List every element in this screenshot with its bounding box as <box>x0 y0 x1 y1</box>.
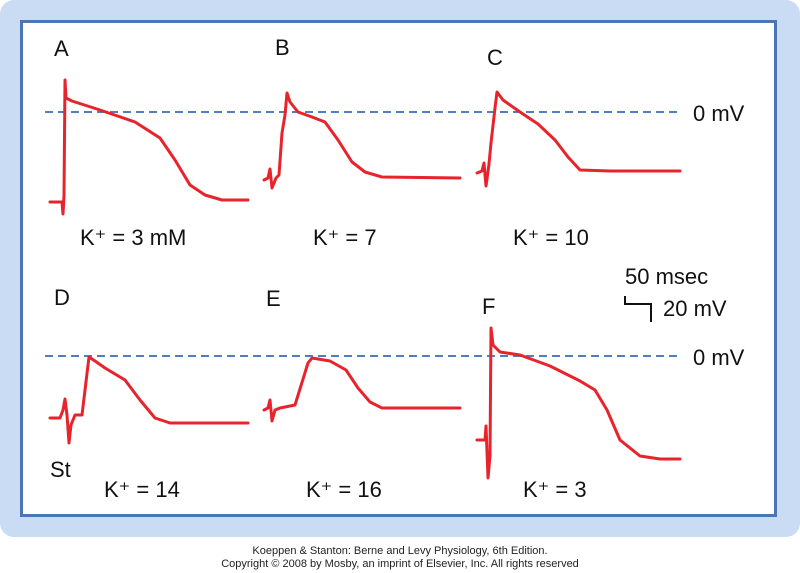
scale-bar <box>624 296 652 322</box>
panel-letter-f: F <box>482 294 495 319</box>
trace-d <box>48 355 250 445</box>
condition-label-b: K⁺ = 7 <box>313 225 377 250</box>
condition-label-e: K⁺ = 16 <box>306 477 382 502</box>
trace-e <box>262 356 462 423</box>
condition-label-f: K⁺ = 3 <box>523 477 587 502</box>
trace-b <box>262 91 462 190</box>
panel-letter-a: A <box>54 36 69 61</box>
caption-line-1: Koeppen & Stanton: Berne and Levy Physio… <box>252 545 548 557</box>
caption-line-2: Copyright © 2008 by Mosby, an imprint of… <box>221 558 579 570</box>
panel-letter-e: E <box>266 286 281 311</box>
stimulus-label: St <box>50 457 71 482</box>
condition-label-c: K⁺ = 10 <box>513 225 589 250</box>
panel-letter-b: B <box>275 35 290 60</box>
figure-panel <box>20 20 777 517</box>
trace-a <box>48 78 250 216</box>
scale-voltage-label: 20 mV <box>663 296 727 321</box>
panel-letter-c: C <box>487 45 503 70</box>
scale-time-label: 50 msec <box>625 264 708 289</box>
condition-label-a: K⁺ = 3 mM <box>80 225 186 250</box>
zero-label-bottom: 0 mV <box>693 345 745 370</box>
panel-letter-d: D <box>54 285 70 310</box>
zero-label-top: 0 mV <box>693 101 745 126</box>
condition-label-d: K⁺ = 14 <box>104 477 180 502</box>
action-potential-figure: 0 mV 0 mV A B C D E F K⁺ = 3 mM K⁺ = 7 K… <box>45 35 745 502</box>
trace-f <box>475 326 682 480</box>
trace-c <box>475 90 682 188</box>
